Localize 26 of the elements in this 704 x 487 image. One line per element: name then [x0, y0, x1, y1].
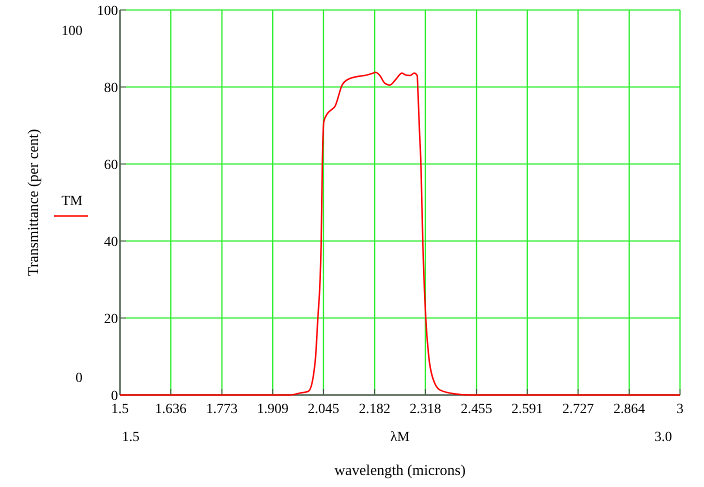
x-tick-label: 2.591 — [512, 402, 544, 417]
text: 1.5 — [122, 430, 140, 445]
y-tick-label: 0 — [111, 388, 118, 404]
text: 100 — [62, 24, 82, 39]
x-tick-label: 2.864 — [613, 402, 645, 417]
x-tick-label: 2.182 — [358, 402, 390, 417]
y-tick-label: 20 — [104, 312, 118, 327]
x-tick-label: 2.727 — [562, 402, 594, 417]
x-tick-label: 2.318 — [410, 402, 442, 417]
text: TM — [62, 194, 84, 209]
text: 3.0 — [654, 430, 672, 445]
text: λM — [390, 430, 410, 445]
y-tick-label: 60 — [104, 158, 118, 173]
x-tick-label: 2.045 — [308, 402, 340, 417]
x-tick-label: 1.5 — [111, 402, 129, 417]
x-axis-title: wavelength (microns) — [334, 463, 466, 479]
x-tick-label: 1.636 — [155, 402, 187, 417]
x-tick-label: 3 — [676, 402, 684, 417]
y-tick-label: 100 — [97, 4, 118, 19]
x-tick-label: 1.909 — [256, 402, 288, 417]
y-tick-label: 40 — [104, 234, 118, 250]
x-tick-label: 1.773 — [206, 402, 238, 417]
y-tick-label: 80 — [104, 80, 118, 96]
text: 0 — [76, 371, 82, 386]
y-axis-title: Transmittance (per cent) — [26, 129, 42, 276]
x-tick-label: 2.455 — [460, 402, 492, 417]
